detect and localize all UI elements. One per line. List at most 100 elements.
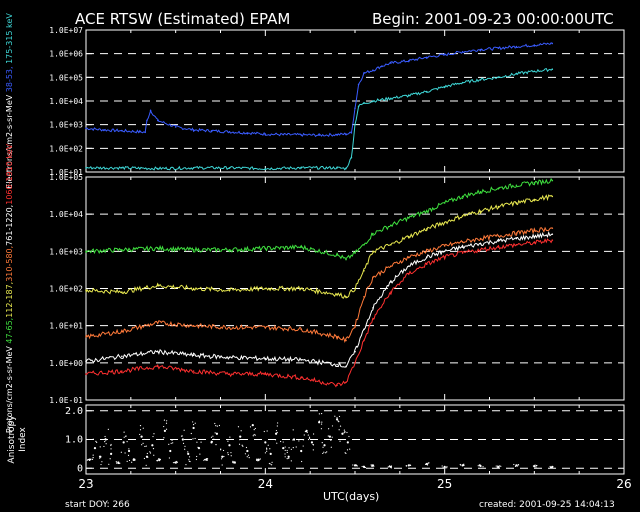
data-point (153, 433, 155, 435)
data-point (254, 434, 256, 436)
data-point (142, 427, 144, 429)
data-point (197, 446, 199, 448)
data-point (90, 458, 92, 460)
y-tick-label: 1.0E+03 (49, 247, 83, 256)
data-point (187, 452, 190, 455)
electrons-panel: 1.0E+01 1.0E+02 1.0E+03 1.0E+04 1.0E+05 1.0E+… (5, 13, 625, 189)
data-point (230, 455, 232, 457)
data-point (364, 466, 367, 469)
y-axis-label-part: Protons/cm2-s-sr-MeV (5, 346, 14, 434)
data-point (443, 85, 446, 88)
y-tick-label: 1.0E+05 (49, 73, 83, 82)
data-point (143, 457, 146, 460)
data-point (312, 443, 314, 446)
data-point (363, 243, 365, 246)
created-time: created: 2001-09-25 14:04:13 (479, 500, 615, 510)
data-point (251, 424, 254, 427)
data-point (95, 440, 97, 442)
data-point (88, 459, 91, 462)
series (85, 226, 554, 344)
data-point (264, 247, 267, 250)
data-point (92, 457, 94, 459)
data-point (139, 425, 142, 427)
data-point (461, 241, 464, 243)
data-point (96, 441, 98, 444)
data-point (276, 431, 278, 434)
data-point (408, 59, 410, 62)
data-point (339, 425, 342, 427)
data-point (185, 464, 187, 466)
data-point (331, 425, 334, 427)
data-point (264, 133, 267, 135)
data-point (156, 284, 159, 287)
data-point (533, 181, 536, 184)
data-point (346, 431, 348, 434)
data-point (363, 269, 365, 272)
data-point (443, 202, 446, 204)
data-point (479, 210, 482, 213)
data-point (533, 44, 536, 46)
data-point (140, 435, 143, 438)
data-point (168, 443, 170, 445)
data-point (244, 453, 247, 455)
data-point (264, 452, 267, 454)
data-point (443, 467, 445, 469)
data-point (221, 455, 224, 458)
data-point (363, 72, 365, 74)
y-tick-label: 1.0E+01 (49, 322, 83, 331)
data-point (93, 447, 97, 450)
data-point (99, 457, 101, 459)
data-point (390, 243, 392, 246)
data-point (338, 421, 340, 423)
data-point (192, 423, 195, 426)
data-point (259, 458, 261, 460)
data-point (533, 229, 536, 232)
data-point (409, 464, 412, 466)
data-point (355, 465, 357, 467)
data-point (133, 458, 135, 460)
data-point (306, 431, 308, 434)
data-point (249, 426, 252, 428)
data-point (194, 437, 196, 440)
data-point (215, 432, 219, 435)
data-point (85, 336, 87, 338)
data-point (121, 130, 123, 132)
data-point (176, 460, 178, 463)
data-point (258, 459, 260, 462)
data-point (302, 445, 304, 447)
data-point (390, 467, 392, 469)
y-axis-label-part: 310-580, (5, 246, 14, 282)
data-point (128, 448, 130, 450)
data-point (381, 65, 383, 67)
data-point (170, 442, 172, 444)
data-point (165, 428, 168, 430)
data-point (300, 134, 303, 136)
data-point (343, 432, 345, 434)
data-point (149, 109, 152, 112)
data-point (462, 464, 464, 466)
data-point (328, 428, 330, 430)
data-point (372, 232, 374, 235)
data-point (349, 448, 351, 450)
data-point (328, 435, 331, 438)
data-point (461, 252, 464, 254)
data-point (286, 451, 288, 454)
data-point (195, 458, 198, 461)
data-point (124, 452, 126, 454)
data-point (372, 100, 374, 102)
data-point (515, 184, 518, 187)
data-point (210, 130, 213, 132)
data-point (218, 424, 221, 427)
data-point (254, 427, 256, 430)
data-point (280, 440, 282, 443)
data-point (363, 339, 365, 342)
data-point (266, 430, 268, 432)
y-tick-label: 1.0E+02 (49, 285, 83, 294)
data-point (121, 330, 123, 333)
data-point (350, 156, 353, 159)
data-point (85, 127, 87, 130)
data-point (221, 464, 223, 466)
data-point (533, 70, 536, 73)
data-point (238, 443, 241, 445)
data-point (228, 167, 231, 169)
